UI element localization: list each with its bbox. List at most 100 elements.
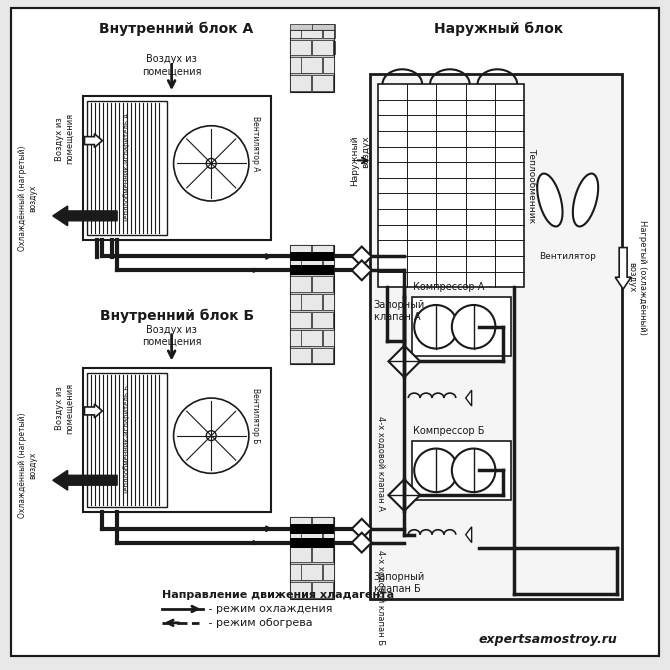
Text: Внутренний блок Б: Внутренний блок Б xyxy=(100,309,254,323)
Ellipse shape xyxy=(573,174,598,226)
Polygon shape xyxy=(466,390,472,406)
Circle shape xyxy=(174,126,249,201)
Text: Вентилятор: Вентилятор xyxy=(539,251,596,261)
Bar xyxy=(290,75,312,91)
Bar xyxy=(302,564,322,580)
Bar xyxy=(323,529,334,545)
Bar xyxy=(290,524,334,534)
Text: Наружный
воздух: Наружный воздух xyxy=(350,135,370,186)
Bar xyxy=(312,582,333,598)
Bar xyxy=(290,330,312,346)
Bar xyxy=(312,348,333,363)
Bar xyxy=(302,330,322,346)
Bar xyxy=(82,96,271,240)
Text: Компрессор Б: Компрессор Б xyxy=(413,425,484,436)
Bar xyxy=(290,23,335,38)
Circle shape xyxy=(414,448,458,492)
Bar xyxy=(290,58,312,73)
Polygon shape xyxy=(466,527,472,543)
Bar xyxy=(312,517,333,527)
Bar xyxy=(290,40,312,56)
Bar xyxy=(88,373,167,507)
Bar xyxy=(378,84,524,287)
Bar xyxy=(312,245,333,257)
Bar xyxy=(312,40,333,56)
Bar xyxy=(323,330,334,346)
Polygon shape xyxy=(352,247,372,267)
Text: Теплообменник-испаритель А: Теплообменник-испаритель А xyxy=(124,113,131,223)
Text: Воздух из
помещения: Воздух из помещения xyxy=(142,325,202,346)
Text: Нагретый (охлаждённый)
воздух: Нагретый (охлаждённый) воздух xyxy=(627,220,647,335)
Polygon shape xyxy=(352,261,372,280)
Bar xyxy=(88,101,167,234)
Bar xyxy=(312,276,333,292)
Bar xyxy=(290,312,312,328)
Text: 4-х ходовой клапан А: 4-х ходовой клапан А xyxy=(377,416,386,511)
Text: Внутренний блок А: Внутренний блок А xyxy=(99,22,254,36)
Bar xyxy=(312,312,333,328)
Bar xyxy=(370,74,622,599)
Bar xyxy=(290,517,334,599)
Text: - режим обогрева: - режим обогрева xyxy=(205,618,313,628)
FancyArrow shape xyxy=(615,247,631,289)
Bar xyxy=(312,75,333,91)
Bar xyxy=(302,29,322,38)
Circle shape xyxy=(414,305,458,348)
Text: Вентилятор А: Вентилятор А xyxy=(251,116,260,172)
Text: Воздух из
помещения: Воздух из помещения xyxy=(142,54,202,76)
Text: Вентилятор Б: Вентилятор Б xyxy=(251,388,260,444)
Circle shape xyxy=(452,305,495,348)
Text: expertsamostroy.ru: expertsamostroy.ru xyxy=(478,632,617,646)
Bar xyxy=(290,582,312,598)
Text: Теплообменник: Теплообменник xyxy=(527,148,536,223)
Bar xyxy=(302,294,322,310)
Bar xyxy=(82,369,271,512)
Polygon shape xyxy=(389,346,420,377)
Bar xyxy=(323,259,334,274)
Bar xyxy=(290,537,334,547)
Ellipse shape xyxy=(537,174,563,226)
Bar xyxy=(412,441,511,500)
Text: Теплообменник-испаритель Б: Теплообменник-испаритель Б xyxy=(124,385,131,495)
Text: Воздух из
помещения: Воздух из помещения xyxy=(55,113,74,164)
Text: Охлаждённый (нагретый)
воздух: Охлаждённый (нагретый) воздух xyxy=(18,145,38,251)
Bar xyxy=(290,41,335,54)
Circle shape xyxy=(206,431,216,441)
Bar xyxy=(302,259,322,274)
Text: Запорный
клапан Б: Запорный клапан Б xyxy=(374,572,425,594)
Text: - режим охлаждения: - режим охлаждения xyxy=(205,604,333,614)
Bar xyxy=(290,529,312,545)
Bar xyxy=(290,265,334,275)
FancyArrow shape xyxy=(53,470,117,490)
Text: Запорный
клапан А: Запорный клапан А xyxy=(374,300,425,322)
Bar xyxy=(323,294,334,310)
Bar xyxy=(290,29,334,92)
Text: Воздух из
помещения: Воздух из помещения xyxy=(55,383,74,433)
Circle shape xyxy=(206,158,216,168)
FancyArrow shape xyxy=(53,206,117,226)
FancyArrow shape xyxy=(84,134,103,147)
Bar xyxy=(290,259,312,274)
FancyArrow shape xyxy=(84,404,103,418)
Bar xyxy=(290,276,312,292)
Bar xyxy=(412,297,511,356)
Text: Компрессор А: Компрессор А xyxy=(413,282,484,292)
Polygon shape xyxy=(389,479,420,511)
Bar xyxy=(312,23,334,31)
Bar xyxy=(323,29,334,38)
Polygon shape xyxy=(352,533,372,553)
Bar xyxy=(290,517,312,527)
Bar xyxy=(290,245,334,364)
Bar xyxy=(323,564,334,580)
Bar xyxy=(290,348,312,363)
Polygon shape xyxy=(352,519,372,539)
Text: Охлаждённый (нагретый)
воздух: Охлаждённый (нагретый) воздух xyxy=(18,413,38,518)
Bar xyxy=(290,547,312,562)
Bar xyxy=(290,564,312,580)
Circle shape xyxy=(452,448,495,492)
Bar xyxy=(302,58,322,73)
Bar xyxy=(290,251,334,261)
Text: Направление движения хладагента: Направление движения хладагента xyxy=(161,590,394,600)
Bar xyxy=(323,58,334,73)
Bar xyxy=(312,547,333,562)
